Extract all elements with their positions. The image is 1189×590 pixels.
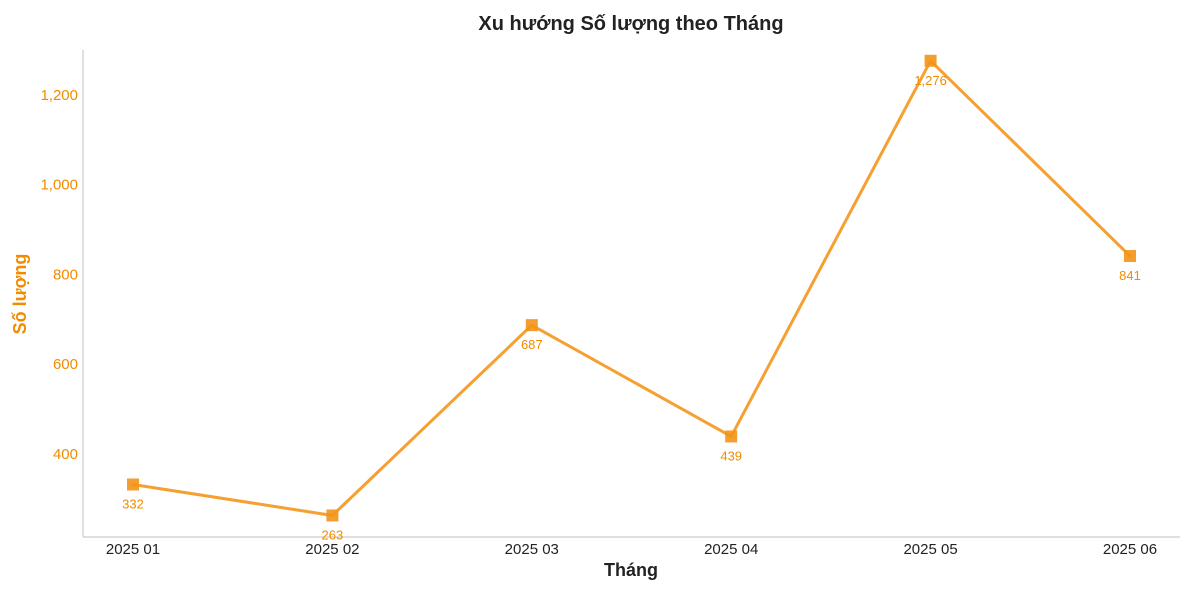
series-line xyxy=(131,59,1132,517)
y-axis-ticks: 400 600 800 1,000 1,200 xyxy=(40,87,78,463)
data-label: 687 xyxy=(521,337,543,352)
x-tick-label: 2025 05 xyxy=(903,541,957,558)
data-point-marker xyxy=(525,319,538,332)
y-tick-label: 400 xyxy=(53,446,78,463)
y-tick-label: 600 xyxy=(53,356,78,373)
x-tick-label: 2025 03 xyxy=(505,541,559,558)
data-point-marker xyxy=(1124,250,1136,263)
y-axis-label: Số lượng xyxy=(10,254,30,335)
x-tick-label: 2025 02 xyxy=(305,541,359,558)
x-axis-label: Tháng xyxy=(604,560,658,580)
data-labels: 332 263 687 439 1,276 841 xyxy=(122,73,1141,543)
x-tick-label: 2025 06 xyxy=(1103,541,1157,558)
data-point-marker xyxy=(127,478,139,491)
chart-title: Xu hướng Số lượng theo Tháng xyxy=(478,13,783,35)
data-point-marker xyxy=(725,430,738,443)
y-tick-label: 1,200 xyxy=(40,87,78,104)
data-label: 1,276 xyxy=(914,73,947,88)
data-point-marker xyxy=(326,509,339,522)
y-tick-label: 1,000 xyxy=(40,177,78,194)
x-axis-ticks: 2025 01 2025 02 2025 03 2025 04 2025 05 2025 … xyxy=(106,541,1157,558)
series-line-group xyxy=(127,54,1136,522)
data-label: 263 xyxy=(322,527,344,542)
x-tick-label: 2025 01 xyxy=(106,541,160,558)
data-label: 332 xyxy=(122,496,144,511)
data-point-marker xyxy=(924,54,937,67)
x-tick-label: 2025 04 xyxy=(704,541,758,558)
data-label: 439 xyxy=(720,448,742,463)
data-label: 841 xyxy=(1119,268,1141,283)
y-tick-label: 800 xyxy=(53,266,78,283)
